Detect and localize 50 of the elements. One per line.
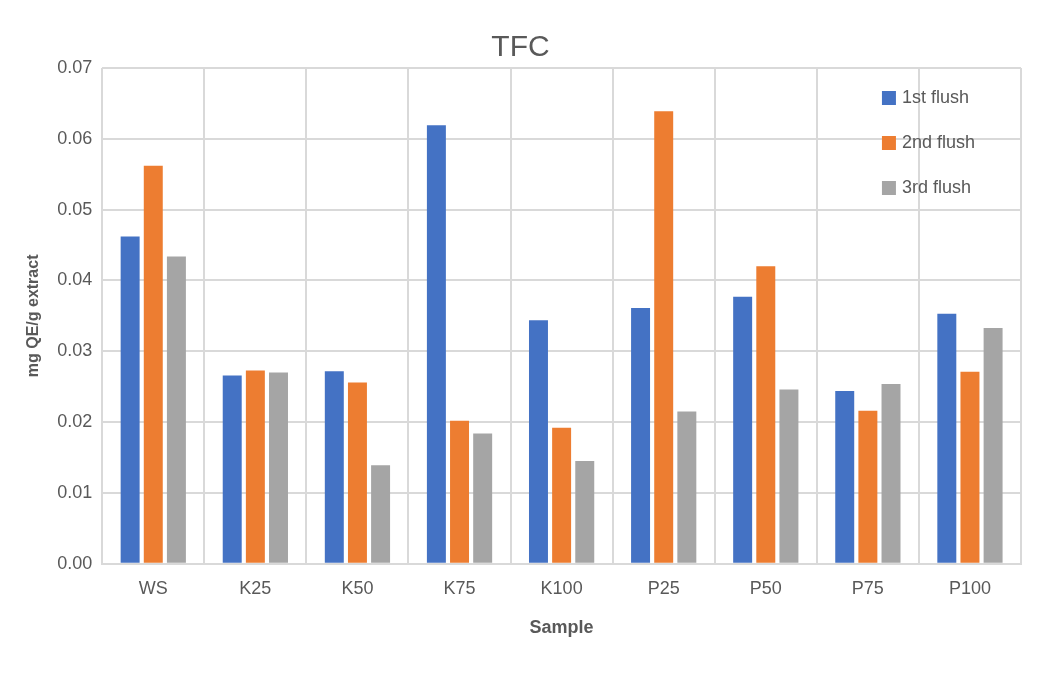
bar xyxy=(371,465,391,563)
x-tick-label: K25 xyxy=(239,577,272,598)
bar xyxy=(450,420,470,563)
legend-label: 3rd flush xyxy=(901,176,971,197)
y-tick-label: 0.05 xyxy=(57,198,93,219)
x-axis-title: Sample xyxy=(529,617,594,638)
x-tick-label: P25 xyxy=(647,577,680,598)
bar xyxy=(347,382,367,563)
bar xyxy=(143,165,163,563)
x-tick-label: K50 xyxy=(341,577,374,598)
bar xyxy=(779,389,799,563)
bar xyxy=(120,236,140,563)
bar xyxy=(733,296,753,563)
bar xyxy=(881,383,901,563)
x-tick-label: K75 xyxy=(443,577,476,598)
chart-title: TFC xyxy=(491,29,550,63)
bar xyxy=(324,371,344,563)
x-tick-label: WS xyxy=(138,577,168,598)
x-tick-label: P50 xyxy=(749,577,782,598)
bar xyxy=(552,427,572,563)
bar xyxy=(166,256,186,563)
bar xyxy=(756,266,776,563)
bar xyxy=(960,371,980,563)
x-tick-label: P75 xyxy=(851,577,884,598)
bar xyxy=(858,410,878,563)
bar xyxy=(473,433,493,563)
y-tick-label: 0.02 xyxy=(57,411,93,432)
y-tick-label: 0.07 xyxy=(57,56,93,77)
x-tick-label: P100 xyxy=(948,577,991,598)
y-tick-label: 0.00 xyxy=(57,552,93,573)
bar xyxy=(426,125,446,563)
bar xyxy=(654,111,674,563)
y-tick-label: 0.04 xyxy=(57,269,93,290)
y-axis-title: mg QE/g extract xyxy=(24,253,42,378)
bar xyxy=(677,411,697,563)
y-tick-label: 0.01 xyxy=(57,481,93,502)
x-tick-label: K100 xyxy=(540,577,583,598)
bar xyxy=(835,390,855,563)
bar xyxy=(983,327,1003,563)
bar xyxy=(269,372,288,563)
bar xyxy=(528,320,548,563)
legend-label: 1st flush xyxy=(901,86,969,107)
y-tick-label: 0.06 xyxy=(57,127,93,148)
legend-label: 2nd flush xyxy=(901,131,976,152)
bar xyxy=(222,375,242,563)
bar xyxy=(575,461,595,563)
bar xyxy=(245,370,265,563)
y-tick-label: 0.03 xyxy=(57,340,93,361)
bar xyxy=(631,308,651,563)
bar xyxy=(937,313,957,563)
